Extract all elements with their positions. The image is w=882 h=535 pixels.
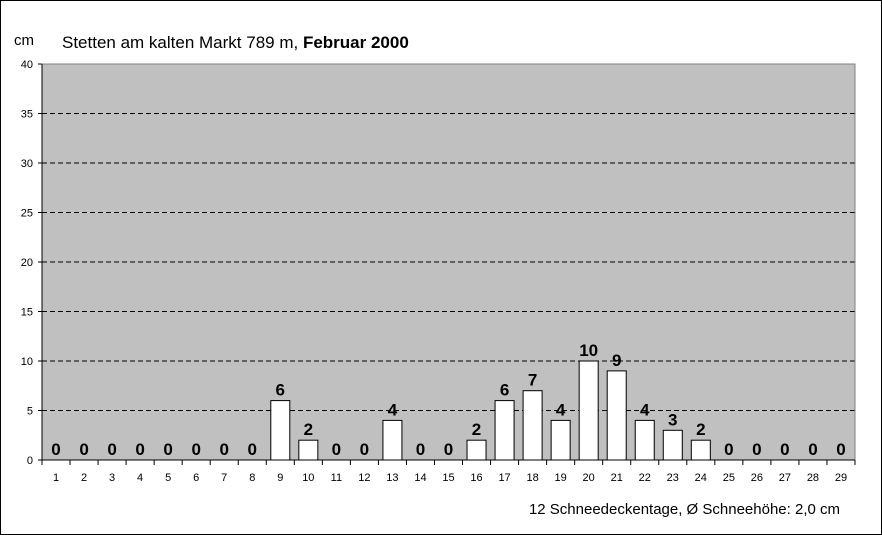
bar-value-label: 0: [724, 440, 733, 459]
bar-value-label: 3: [668, 410, 677, 429]
y-tick-label: 25: [21, 208, 33, 220]
chart-title: Stetten am kalten Markt 789 m, Februar 2…: [62, 33, 409, 52]
x-tick-label: 7: [221, 472, 227, 484]
bar: [578, 360, 599, 461]
x-tick-label: 14: [414, 472, 426, 484]
x-tick-label: 6: [193, 472, 199, 484]
bar-value-label: 4: [556, 400, 566, 419]
bar-value-label: 2: [696, 420, 705, 439]
x-tick-label: 28: [807, 472, 819, 484]
x-tick-label: 12: [358, 472, 370, 484]
x-tick-label: 29: [835, 472, 847, 484]
x-tick-label: 21: [611, 472, 623, 484]
bar-value-label: 2: [304, 420, 313, 439]
bar: [690, 439, 711, 461]
bar-value-label: 0: [808, 440, 817, 459]
x-tick-label: 5: [165, 472, 171, 484]
x-tick-label: 2: [81, 472, 87, 484]
y-tick-label: 0: [27, 455, 33, 467]
x-tick-label: 16: [470, 472, 482, 484]
x-tick-label: 15: [442, 472, 454, 484]
bar-value-label: 0: [51, 440, 60, 459]
bar-value-label: 0: [219, 440, 228, 459]
y-tick-label: 35: [21, 109, 33, 121]
x-tick-label: 24: [695, 472, 707, 484]
bar: [550, 419, 571, 461]
bar-value-label: 0: [191, 440, 200, 459]
x-tick-label: 4: [137, 472, 143, 484]
bar: [662, 429, 683, 461]
x-tick-label: 18: [526, 472, 538, 484]
bar-value-label: 0: [332, 440, 341, 459]
y-tick-label: 20: [21, 257, 33, 269]
bar: [382, 419, 403, 461]
y-tick-label: 5: [27, 406, 33, 418]
x-tick-label: 20: [583, 472, 595, 484]
bar-value-label: 4: [640, 400, 650, 419]
y-tick-label: 30: [21, 158, 33, 170]
x-tick-label: 10: [302, 472, 314, 484]
x-tick-label: 1: [53, 472, 59, 484]
bar-value-label: 0: [79, 440, 88, 459]
bar: [522, 390, 543, 461]
y-tick-label: 15: [21, 307, 33, 319]
bar: [634, 419, 655, 461]
x-tick-label: 25: [723, 472, 735, 484]
bar-value-label: 0: [107, 440, 116, 459]
bar-value-label: 9: [612, 351, 621, 370]
bar-value-label: 0: [248, 440, 257, 459]
x-tick-label: 27: [779, 472, 791, 484]
bar-value-label: 6: [500, 381, 509, 400]
bar-value-label: 0: [836, 440, 845, 459]
bar-value-label: 2: [472, 420, 481, 439]
chart-title-location: Stetten am kalten Markt 789 m,: [62, 33, 303, 52]
bar-value-label: 0: [135, 440, 144, 459]
bar: [606, 370, 627, 461]
y-tick-label: 40: [21, 59, 33, 71]
x-tick-label: 17: [498, 472, 510, 484]
y-tick-label: 10: [21, 356, 33, 368]
plot-area: 0510152025303540010203040506070869210011…: [21, 59, 856, 484]
bar: [494, 400, 515, 461]
chart-footer-summary: 12 Schneedeckentage, Ø Schneehöhe: 2,0 c…: [529, 501, 840, 518]
chart-title-month: Februar 2000: [303, 33, 409, 52]
x-tick-label: 9: [277, 472, 283, 484]
x-tick-label: 22: [639, 472, 651, 484]
bar-value-label: 0: [360, 440, 369, 459]
bar-value-label: 0: [416, 440, 425, 459]
bar: [270, 400, 291, 461]
bar-value-label: 0: [780, 440, 789, 459]
bar-value-label: 6: [276, 381, 285, 400]
bar-value-label: 4: [388, 400, 398, 419]
bar-value-label: 7: [528, 371, 537, 390]
bar-value-label: 0: [752, 440, 761, 459]
x-tick-label: 13: [386, 472, 398, 484]
x-tick-label: 26: [751, 472, 763, 484]
x-tick-label: 23: [667, 472, 679, 484]
x-tick-label: 19: [555, 472, 567, 484]
plot-background: [42, 64, 855, 460]
bar-value-label: 0: [444, 440, 453, 459]
bar: [466, 439, 487, 461]
bar-value-label: 10: [579, 341, 598, 360]
bar: [298, 439, 319, 461]
bar-value-label: 0: [163, 440, 172, 459]
y-axis-unit: cm: [14, 32, 34, 49]
x-tick-label: 11: [331, 472, 342, 484]
x-tick-label: 8: [249, 472, 255, 484]
x-tick-label: 3: [109, 472, 115, 484]
